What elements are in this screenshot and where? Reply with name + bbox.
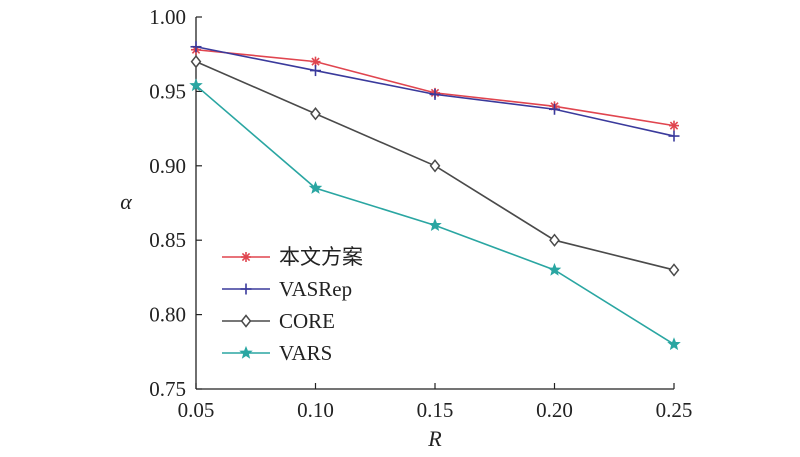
star-marker (239, 345, 253, 359)
data-point (668, 263, 680, 277)
series-2 (190, 54, 680, 277)
diamond-shape (310, 107, 321, 121)
star-shape (308, 181, 323, 194)
data-point (429, 88, 441, 100)
data-point (428, 218, 442, 232)
diamond-shape (429, 159, 441, 173)
series-3 (189, 78, 681, 351)
series-0 (191, 44, 679, 131)
data-point (190, 41, 202, 53)
x-tick-label: 0.20 (536, 398, 573, 422)
plus-marker (240, 283, 252, 295)
star-shape (547, 262, 562, 276)
legend-label: 本文方案 (279, 245, 363, 269)
series-1 (190, 41, 680, 142)
star-shape (189, 78, 203, 92)
diamond-marker (240, 314, 252, 328)
data-point (549, 103, 560, 115)
data-point (310, 56, 321, 67)
diamond-shape (668, 263, 680, 277)
data-point (310, 65, 321, 77)
data-point (190, 54, 202, 69)
legend-entry: VARS (222, 341, 332, 365)
data-point (189, 78, 203, 92)
legend-label: VASRep (279, 277, 352, 301)
diamond-shape (190, 54, 202, 69)
legend-label: CORE (279, 309, 335, 333)
data-point (547, 262, 562, 276)
y-tick-label: 0.75 (149, 377, 186, 401)
data-point (549, 233, 560, 247)
series-line (195, 84, 675, 346)
asterisk-stroke (669, 121, 679, 130)
asterisk-stroke (241, 252, 251, 262)
legend-entry: VASRep (222, 277, 352, 301)
data-point (667, 337, 681, 351)
x-tick-label: 0.15 (417, 398, 454, 422)
x-axis-title: R (427, 426, 442, 451)
series-layer (189, 41, 681, 351)
x-tick-label: 0.05 (178, 398, 215, 422)
x-tick-label: 0.25 (656, 398, 693, 422)
star-shape (239, 345, 253, 359)
legend: 本文方案 VASRep CORE VARS (222, 245, 363, 365)
legend-label: VARS (279, 341, 332, 365)
data-point (308, 181, 323, 194)
data-point (668, 130, 680, 142)
asterisk-stroke (311, 57, 320, 66)
y-tick-label: 1.00 (149, 5, 186, 29)
asterisk-marker (241, 252, 251, 262)
star-shape (428, 218, 442, 232)
data-point (429, 159, 441, 173)
y-axis-title: α (120, 189, 132, 214)
diamond-shape (549, 233, 560, 247)
diamond-shape (240, 314, 252, 328)
data-point (310, 107, 321, 121)
legend-entry: CORE (222, 309, 335, 333)
y-tick-label: 0.95 (149, 79, 186, 103)
axes: 0.75 0.80 0.85 0.90 0.95 1.00 0.05 0.10 0.15 0.20… (120, 5, 692, 451)
star-shape (667, 337, 681, 351)
x-tick-label: 0.10 (297, 398, 334, 422)
y-tick-label: 0.85 (149, 228, 186, 252)
y-tick-label: 0.90 (149, 154, 186, 178)
legend-entry: 本文方案 (222, 245, 363, 269)
data-point (669, 120, 679, 131)
y-tick-label: 0.80 (149, 303, 186, 327)
